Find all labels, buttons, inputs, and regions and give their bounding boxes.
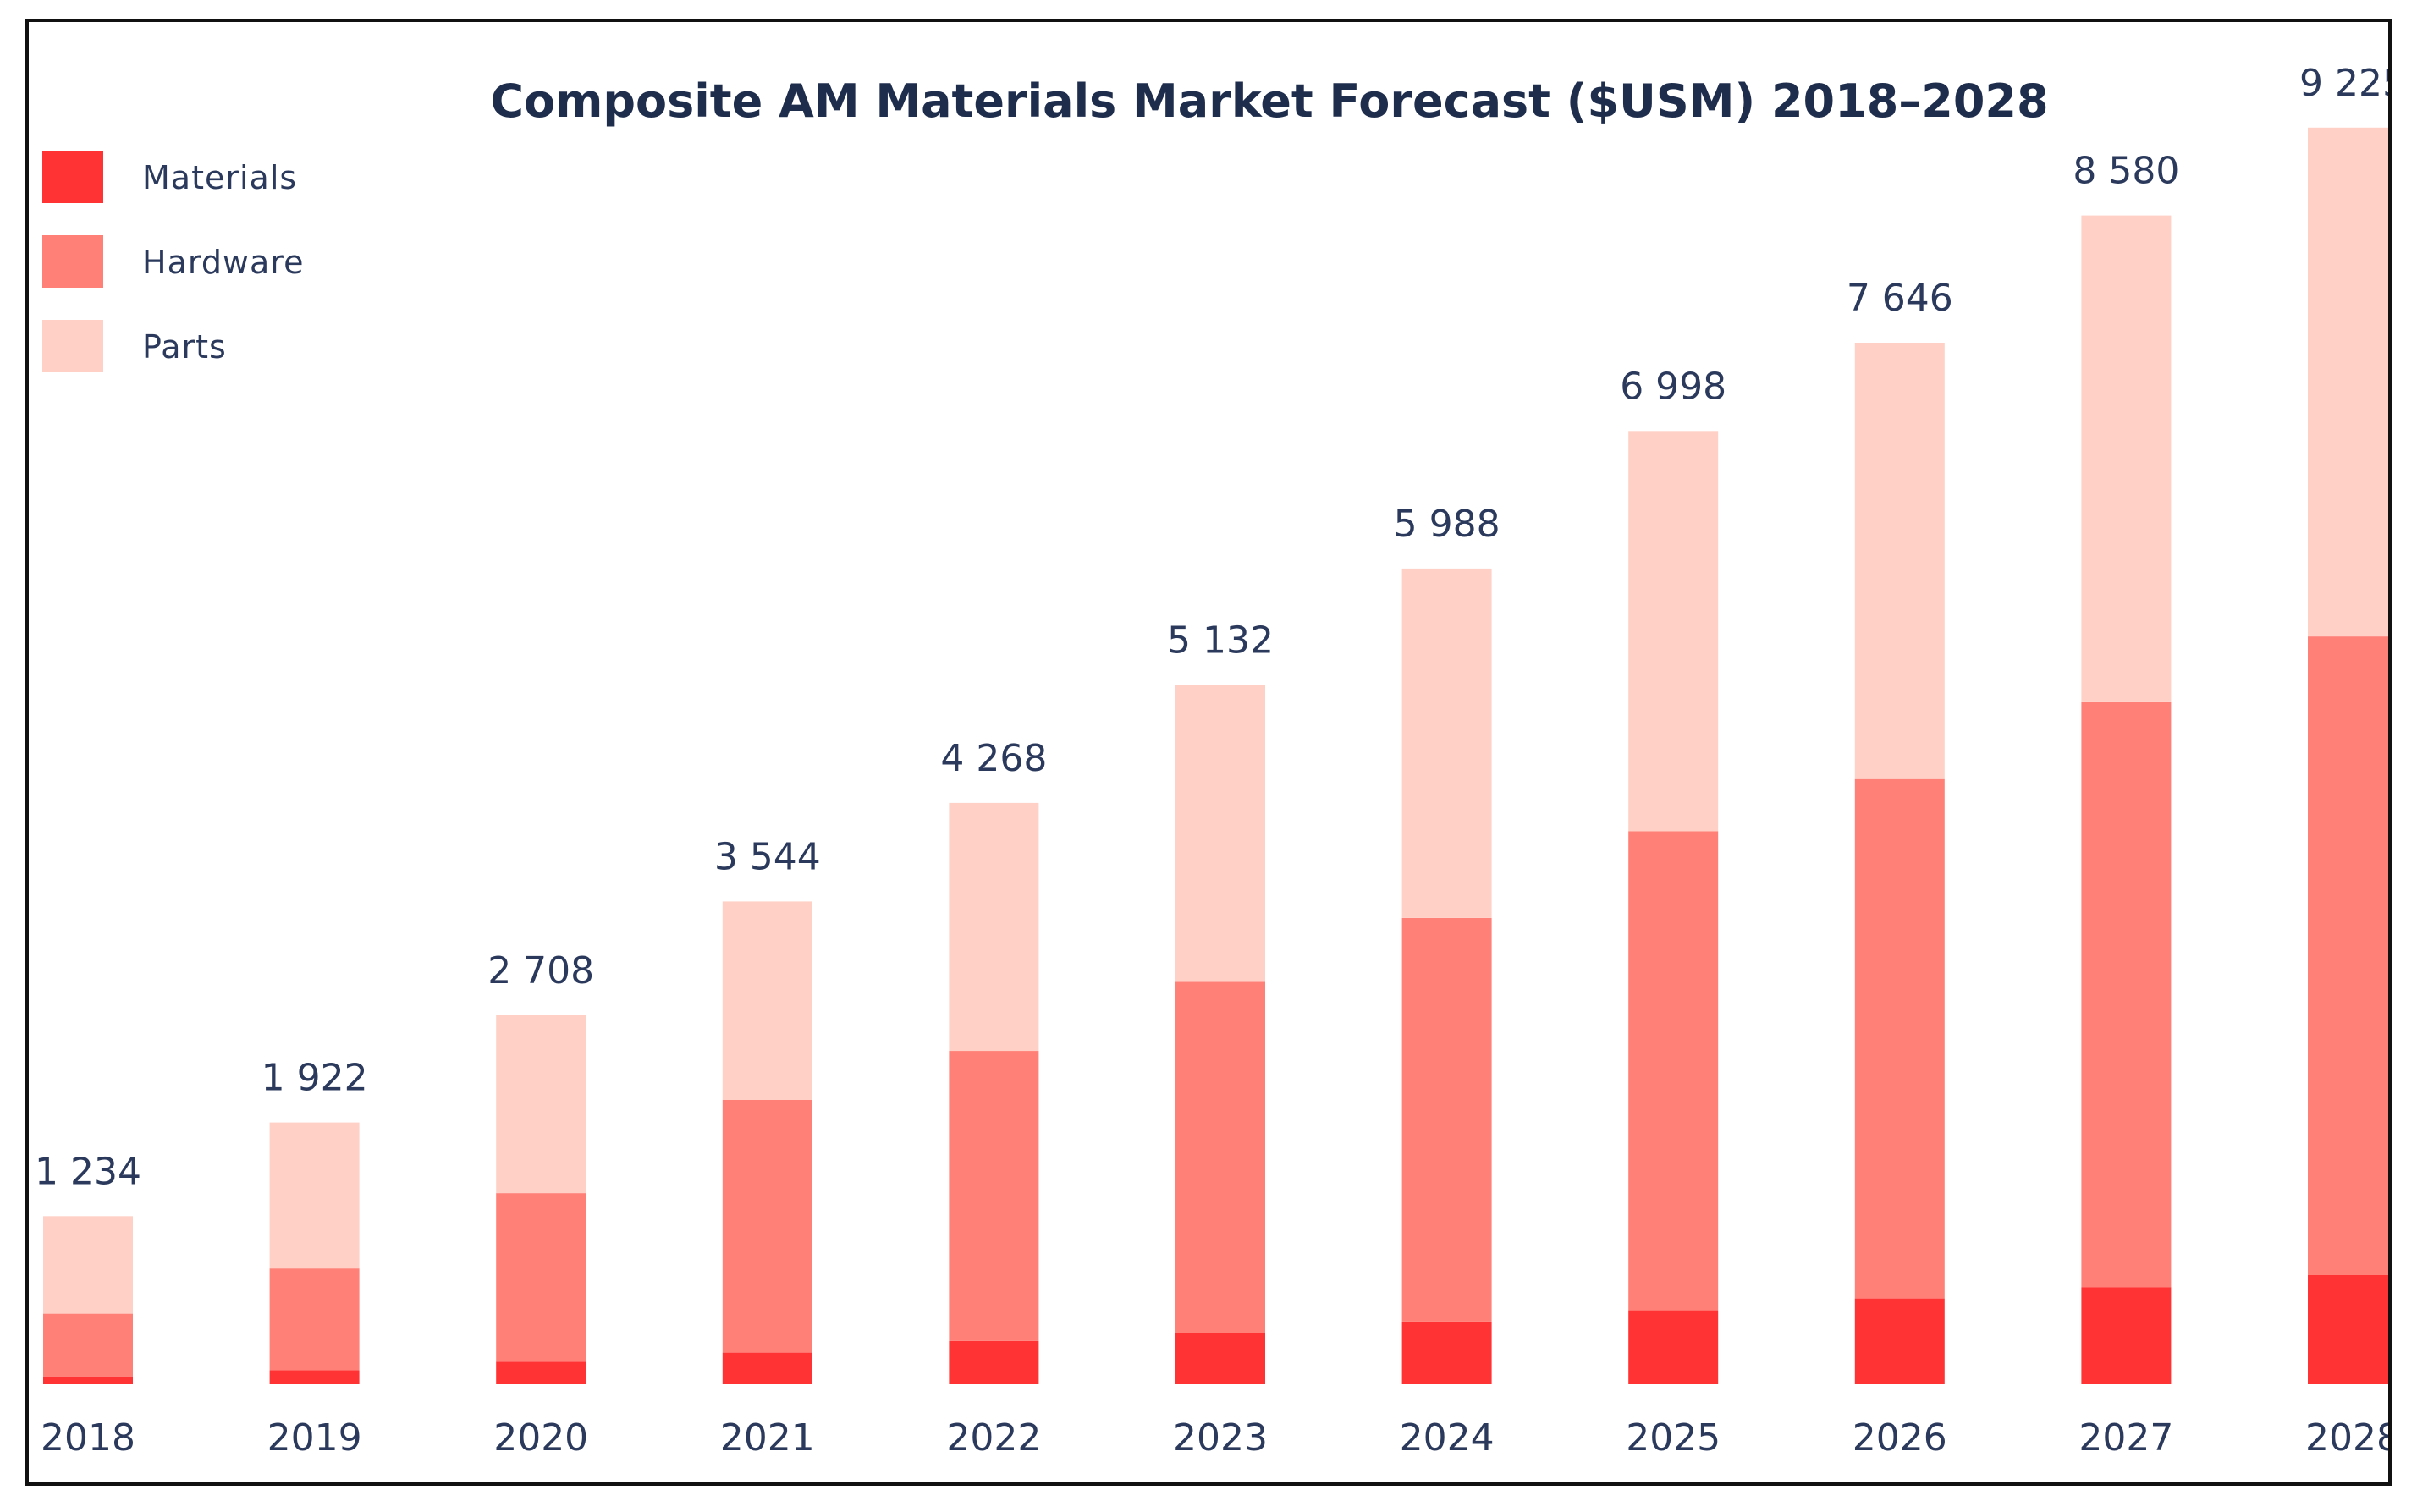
x-tick-2021: 2021 <box>720 1416 815 1460</box>
bar-materials-2023 <box>1175 1333 1265 1384</box>
total-label-2027: 8 580 <box>2073 150 2179 193</box>
x-tick-2025: 2025 <box>1626 1416 1721 1460</box>
total-label-2024: 5 988 <box>1394 503 1500 546</box>
total-label-2028: 9 225 <box>2299 62 2388 105</box>
bar-materials-2025 <box>1628 1310 1719 1384</box>
bar-materials-2022 <box>949 1340 1039 1384</box>
chart-title: Composite AM Materials Market Forecast (… <box>490 74 2048 128</box>
x-tick-2024: 2024 <box>1400 1416 1495 1460</box>
bar-hardware-2026 <box>1854 778 1945 1299</box>
bar-parts-2027 <box>2081 215 2172 702</box>
chart-frame: Composite AM Materials Market Forecast (… <box>25 19 2392 1486</box>
bar-parts-2023 <box>1175 685 1265 982</box>
bar-materials-2020 <box>496 1361 586 1384</box>
bar-parts-2021 <box>722 901 812 1100</box>
legend-swatch-materials <box>42 151 103 203</box>
chart-legend: Materials Hardware Parts <box>42 151 304 372</box>
chart-canvas: Composite AM Materials Market Forecast (… <box>35 62 2388 1460</box>
x-tick-2019: 2019 <box>267 1416 362 1460</box>
x-tick-2026: 2026 <box>1853 1416 1947 1460</box>
bar-materials-2018 <box>43 1376 133 1384</box>
bar-parts-2018 <box>43 1216 133 1314</box>
legend-swatch-hardware <box>42 235 103 288</box>
bar-total-labels: 1 234 1 922 2 708 3 544 4 268 5 132 5 988 6 998… <box>35 62 2388 1194</box>
total-label-2018: 1 234 <box>35 1150 141 1193</box>
x-tick-2027: 2027 <box>2078 1416 2173 1460</box>
total-label-2019: 1 922 <box>262 1057 368 1100</box>
chart-bars <box>43 127 2388 1384</box>
total-label-2026: 7 646 <box>1847 277 1953 320</box>
x-tick-2018: 2018 <box>41 1416 135 1460</box>
bar-parts-2020 <box>496 1015 586 1194</box>
bar-materials-2021 <box>722 1352 812 1384</box>
legend-label-materials: Materials <box>142 159 297 196</box>
total-label-2023: 5 132 <box>1167 619 1274 663</box>
bar-materials-2027 <box>2081 1287 2172 1384</box>
bar-parts-2028 <box>2308 127 2388 637</box>
bar-parts-2019 <box>269 1122 360 1269</box>
legend-label-parts: Parts <box>142 328 227 366</box>
bar-hardware-2018 <box>43 1313 133 1377</box>
total-label-2020: 2 708 <box>487 949 594 992</box>
bar-parts-2025 <box>1628 431 1719 832</box>
bar-materials-2019 <box>269 1370 360 1384</box>
legend-swatch-parts <box>42 320 103 372</box>
bar-hardware-2023 <box>1175 981 1265 1333</box>
x-tick-2023: 2023 <box>1173 1416 1268 1460</box>
x-tick-2028: 2028 <box>2305 1416 2388 1460</box>
bar-parts-2024 <box>1401 568 1492 918</box>
legend-label-hardware: Hardware <box>142 244 304 281</box>
bar-hardware-2024 <box>1401 917 1492 1322</box>
bar-hardware-2021 <box>722 1099 812 1353</box>
bar-materials-2028 <box>2308 1275 2388 1384</box>
bar-hardware-2020 <box>496 1193 586 1362</box>
bar-hardware-2019 <box>269 1268 360 1371</box>
bar-materials-2024 <box>1401 1321 1492 1384</box>
bar-materials-2026 <box>1854 1298 1945 1384</box>
bar-parts-2026 <box>1854 343 1945 779</box>
total-label-2022: 4 268 <box>940 737 1047 780</box>
bar-hardware-2022 <box>949 1051 1039 1341</box>
bar-hardware-2025 <box>1628 831 1719 1311</box>
x-axis-tick-labels: 2018 2019 2020 2021 2022 2023 2024 2025 2026 2027… <box>41 1416 2388 1460</box>
total-label-2021: 3 544 <box>714 835 821 878</box>
bar-hardware-2028 <box>2308 636 2388 1275</box>
total-label-2025: 6 998 <box>1620 365 1726 408</box>
x-tick-2022: 2022 <box>946 1416 1041 1460</box>
x-tick-2020: 2020 <box>493 1416 588 1460</box>
bar-hardware-2027 <box>2081 701 2172 1288</box>
bar-parts-2022 <box>949 802 1039 1052</box>
